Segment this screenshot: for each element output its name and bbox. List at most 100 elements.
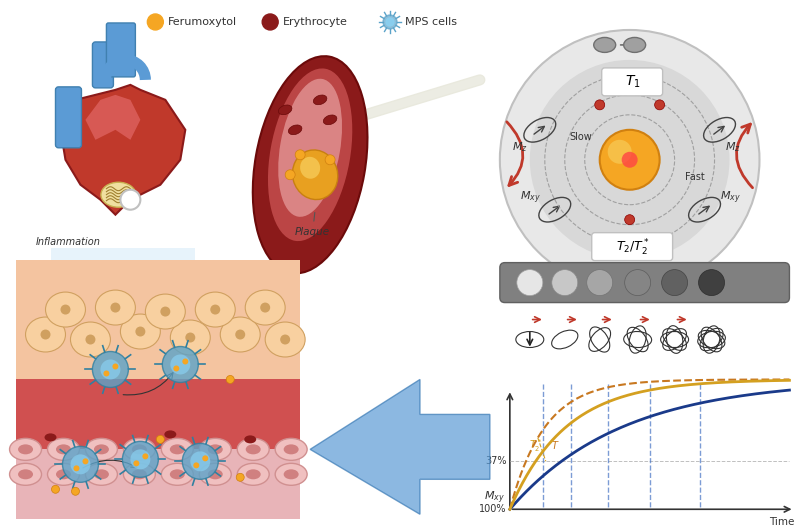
- Ellipse shape: [86, 438, 118, 461]
- Circle shape: [147, 14, 163, 30]
- Ellipse shape: [275, 463, 307, 485]
- Ellipse shape: [10, 438, 42, 461]
- Text: 100%: 100%: [479, 504, 507, 514]
- Text: $T_2/T_2^*$: $T_2/T_2^*$: [615, 237, 650, 258]
- Ellipse shape: [10, 463, 42, 485]
- Text: Time: Time: [769, 517, 794, 527]
- Circle shape: [600, 130, 660, 190]
- Circle shape: [61, 305, 70, 314]
- Circle shape: [62, 446, 98, 482]
- Ellipse shape: [70, 322, 110, 357]
- Ellipse shape: [132, 444, 147, 454]
- Ellipse shape: [624, 270, 646, 285]
- Circle shape: [383, 15, 397, 29]
- Circle shape: [74, 465, 79, 471]
- Circle shape: [500, 30, 759, 289]
- Ellipse shape: [314, 95, 327, 105]
- Polygon shape: [310, 379, 490, 514]
- Ellipse shape: [246, 470, 261, 479]
- Polygon shape: [50, 248, 195, 270]
- Circle shape: [210, 305, 220, 314]
- Circle shape: [654, 100, 665, 110]
- Ellipse shape: [132, 470, 147, 479]
- Circle shape: [113, 364, 118, 369]
- Text: $T$: $T$: [551, 439, 560, 451]
- Circle shape: [174, 366, 179, 372]
- Ellipse shape: [195, 292, 235, 327]
- Ellipse shape: [208, 444, 222, 454]
- Polygon shape: [86, 95, 140, 140]
- FancyBboxPatch shape: [592, 233, 673, 261]
- Ellipse shape: [278, 79, 342, 217]
- Circle shape: [530, 60, 730, 260]
- Circle shape: [41, 330, 50, 340]
- Ellipse shape: [268, 68, 352, 241]
- Circle shape: [82, 458, 89, 464]
- Circle shape: [86, 334, 95, 344]
- Ellipse shape: [47, 463, 79, 485]
- Ellipse shape: [170, 320, 210, 355]
- FancyBboxPatch shape: [55, 87, 82, 148]
- Ellipse shape: [170, 470, 185, 479]
- Ellipse shape: [220, 317, 260, 352]
- Ellipse shape: [123, 463, 155, 485]
- Circle shape: [134, 461, 139, 466]
- FancyArrowPatch shape: [506, 122, 523, 186]
- Circle shape: [170, 355, 190, 375]
- Circle shape: [110, 303, 121, 313]
- Ellipse shape: [86, 463, 118, 485]
- Ellipse shape: [624, 38, 646, 52]
- FancyBboxPatch shape: [15, 449, 300, 519]
- Ellipse shape: [284, 444, 298, 454]
- Text: 37%: 37%: [486, 456, 507, 466]
- Text: $T_1$: $T_1$: [625, 74, 641, 90]
- Circle shape: [103, 370, 110, 376]
- Circle shape: [142, 453, 148, 460]
- Ellipse shape: [199, 438, 231, 461]
- Ellipse shape: [47, 438, 79, 461]
- Ellipse shape: [300, 157, 320, 179]
- Circle shape: [182, 358, 188, 365]
- Text: $M_{xy}$: $M_{xy}$: [484, 490, 505, 506]
- Circle shape: [71, 487, 79, 496]
- Ellipse shape: [164, 430, 176, 438]
- Circle shape: [662, 270, 687, 296]
- Text: Plaque: Plaque: [295, 213, 330, 237]
- Circle shape: [194, 462, 199, 469]
- Ellipse shape: [94, 470, 109, 479]
- Ellipse shape: [246, 290, 285, 325]
- Ellipse shape: [265, 322, 305, 357]
- Ellipse shape: [208, 470, 222, 479]
- Text: Erythrocyte: Erythrocyte: [283, 17, 348, 27]
- Ellipse shape: [26, 317, 66, 352]
- Circle shape: [186, 332, 195, 342]
- Circle shape: [121, 190, 140, 210]
- Circle shape: [586, 270, 613, 296]
- Ellipse shape: [123, 438, 155, 461]
- Circle shape: [625, 270, 650, 296]
- Ellipse shape: [199, 463, 231, 485]
- Circle shape: [135, 326, 146, 337]
- Circle shape: [260, 303, 270, 313]
- Ellipse shape: [275, 438, 307, 461]
- Ellipse shape: [121, 314, 160, 349]
- Ellipse shape: [162, 463, 194, 485]
- Ellipse shape: [18, 470, 33, 479]
- Circle shape: [156, 435, 164, 444]
- FancyBboxPatch shape: [93, 42, 114, 88]
- Circle shape: [517, 270, 542, 296]
- Polygon shape: [61, 85, 186, 215]
- Ellipse shape: [238, 463, 269, 485]
- Circle shape: [236, 473, 244, 481]
- Text: $T_2^*$: $T_2^*$: [529, 437, 542, 454]
- Circle shape: [70, 454, 90, 474]
- Text: $M_z$: $M_z$: [725, 140, 740, 154]
- Ellipse shape: [594, 270, 616, 285]
- Circle shape: [262, 14, 278, 30]
- Circle shape: [101, 359, 121, 379]
- FancyBboxPatch shape: [106, 23, 135, 77]
- Text: Inflammation: Inflammation: [36, 237, 101, 246]
- Ellipse shape: [101, 182, 136, 207]
- Ellipse shape: [56, 470, 71, 479]
- Ellipse shape: [246, 444, 261, 454]
